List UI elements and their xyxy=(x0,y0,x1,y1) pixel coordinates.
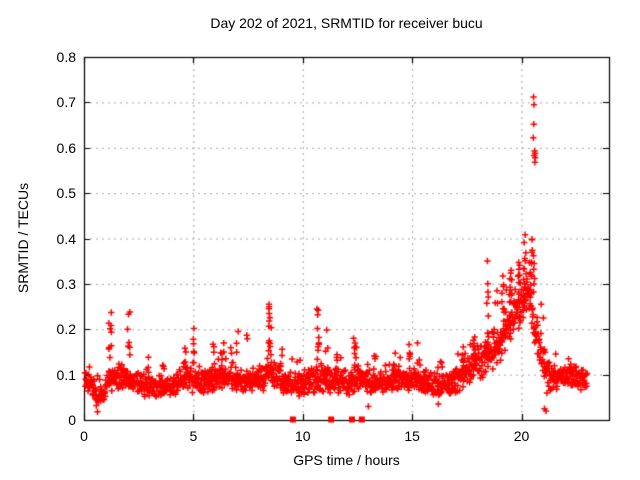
y-tick-label: 0.7 xyxy=(56,94,76,111)
y-tick-label: 0.3 xyxy=(56,275,76,292)
y-tick-label: 0.2 xyxy=(56,321,76,338)
y-tick-label: 0.6 xyxy=(56,139,76,156)
y-tick-label: 0 xyxy=(68,412,76,428)
x-axis-label: GPS time / hours xyxy=(293,452,400,468)
x-tick-label: 5 xyxy=(189,428,198,444)
chart-title: Day 202 of 2021, SRMTID for receiver buc… xyxy=(210,15,483,31)
y-tick-label: 0.5 xyxy=(56,185,76,202)
x-tick-label: 15 xyxy=(404,428,420,444)
y-tick-label: 0.8 xyxy=(56,49,76,65)
x-tick-label: 0 xyxy=(80,428,88,444)
x-tick-label: 10 xyxy=(294,428,311,444)
y-tick-label: 0.4 xyxy=(56,230,76,247)
x-tick-label: 20 xyxy=(513,428,530,444)
y-tick-label: 0.1 xyxy=(56,366,76,383)
